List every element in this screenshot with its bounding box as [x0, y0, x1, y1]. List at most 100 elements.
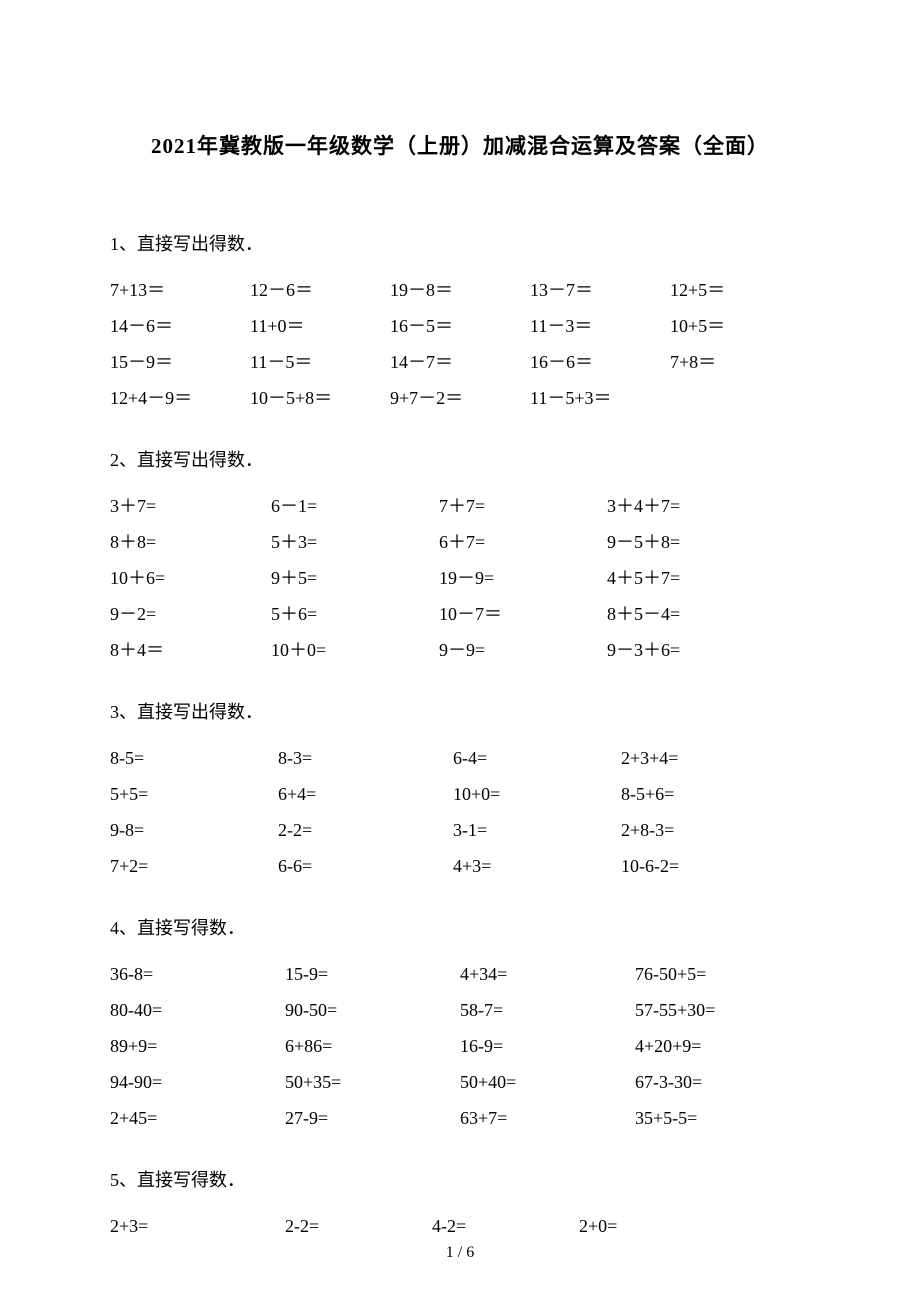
problem-cell: 6+4= — [278, 776, 453, 812]
problem-cell: 3-1= — [453, 812, 621, 848]
problem-cell: 5＋3= — [271, 524, 439, 560]
problem-cell — [670, 380, 810, 416]
problem-cell: 7+8＝ — [670, 344, 810, 380]
problem-cell: 10＋6= — [110, 560, 271, 596]
problem-cell: 9－9= — [439, 632, 607, 668]
problem-cell: 10－5+8＝ — [250, 380, 390, 416]
problem-cell: 6-4= — [453, 740, 621, 776]
problem-cell: 57-55+30= — [635, 992, 810, 1028]
problem-cell: 8-3= — [278, 740, 453, 776]
problem-cell: 11－5＝ — [250, 344, 390, 380]
problem-cell: 13－7＝ — [530, 272, 670, 308]
page: 2021年冀教版一年级数学（上册）加减混合运算及答案（全面） 1、直接写出得数．… — [0, 0, 920, 1302]
page-title: 2021年冀教版一年级数学（上册）加减混合运算及答案（全面） — [110, 130, 810, 160]
problem-cell: 2-2= — [278, 812, 453, 848]
section-label: 1、直接写出得数． — [110, 230, 810, 256]
problem-cell: 8-5+6= — [621, 776, 810, 812]
problem-cell: 11－3＝ — [530, 308, 670, 344]
problem-cell: 8-5= — [110, 740, 278, 776]
problem-cell: 10－7＝ — [439, 596, 607, 632]
problem-cell: 58-7= — [460, 992, 635, 1028]
problem-cell: 76-50+5= — [635, 956, 810, 992]
problem-cell: 12－6＝ — [250, 272, 390, 308]
problem-cell: 63+7= — [460, 1100, 635, 1136]
problem-cell: 36-8= — [110, 956, 285, 992]
problem-row: 14－6＝11+0＝16－5＝11－3＝10+5＝ — [110, 308, 810, 344]
page-footer: 1 / 6 — [0, 1244, 920, 1262]
problem-cell: 5＋6= — [271, 596, 439, 632]
problem-cell: 2+3+4= — [621, 740, 810, 776]
problem-cell: 19－9= — [439, 560, 607, 596]
problem-cell: 12+5＝ — [670, 272, 810, 308]
problem-row: 94-90=50+35=50+40=67-3-30= — [110, 1064, 810, 1100]
problem-cell: 14－6＝ — [110, 308, 250, 344]
problem-cell: 2+3= — [110, 1208, 285, 1244]
problem-cell: 4+34= — [460, 956, 635, 992]
problem-cell: 4＋5＋7= — [607, 560, 810, 596]
problem-cell: 67-3-30= — [635, 1064, 810, 1100]
problem-cell: 7+13＝ — [110, 272, 250, 308]
problem-cell: 3＋4＋7= — [607, 488, 810, 524]
problem-cell: 90-50= — [285, 992, 460, 1028]
problem-cell: 50+40= — [460, 1064, 635, 1100]
problem-cell: 80-40= — [110, 992, 285, 1028]
problem-cell: 27-9= — [285, 1100, 460, 1136]
problem-cell: 3＋7= — [110, 488, 271, 524]
problem-cell: 7+2= — [110, 848, 278, 884]
problem-cell: 9－5＋8= — [607, 524, 810, 560]
problem-cell: 4+20+9= — [635, 1028, 810, 1064]
problem-row: 15－9＝11－5＝14－7＝16－6＝7+8＝ — [110, 344, 810, 380]
problem-cell: 9＋5= — [271, 560, 439, 596]
problem-cell: 14－7＝ — [390, 344, 530, 380]
content-area: 1、直接写出得数．7+13＝12－6＝19－8＝13－7＝12+5＝14－6＝1… — [110, 230, 810, 1244]
problem-cell: 10＋0= — [271, 632, 439, 668]
problem-row: 10＋6=9＋5=19－9=4＋5＋7= — [110, 560, 810, 596]
problem-row: 2+3=2-2=4-2=2+0= — [110, 1208, 810, 1244]
problem-cell: 7＋7= — [439, 488, 607, 524]
problem-row: 8＋8=5＋3=6＋7=9－5＋8= — [110, 524, 810, 560]
problem-cell: 6+86= — [285, 1028, 460, 1064]
problem-cell: 19－8＝ — [390, 272, 530, 308]
problem-cell: 6＋7= — [439, 524, 607, 560]
problem-cell: 8＋4＝ — [110, 632, 271, 668]
problem-cell: 4-2= — [432, 1208, 579, 1244]
problem-cell: 2+45= — [110, 1100, 285, 1136]
problem-row: 5+5=6+4=10+0=8-5+6= — [110, 776, 810, 812]
problem-cell: 9-8= — [110, 812, 278, 848]
problem-row: 12+4－9＝10－5+8＝9+7－2＝11－5+3＝ — [110, 380, 810, 416]
section-label: 2、直接写出得数． — [110, 446, 810, 472]
problem-cell: 50+35= — [285, 1064, 460, 1100]
problem-row: 8＋4＝10＋0=9－9=9－3＋6= — [110, 632, 810, 668]
problem-row: 9-8=2-2=3-1=2+8-3= — [110, 812, 810, 848]
section-label: 5、直接写得数． — [110, 1166, 810, 1192]
problem-row: 2+45=27-9=63+7=35+5-5= — [110, 1100, 810, 1136]
problem-cell: 2-2= — [285, 1208, 432, 1244]
problem-row: 80-40=90-50=58-7=57-55+30= — [110, 992, 810, 1028]
problem-cell: 16－6＝ — [530, 344, 670, 380]
section-label: 4、直接写得数． — [110, 914, 810, 940]
problem-row: 3＋7=6－1=7＋7=3＋4＋7= — [110, 488, 810, 524]
problem-cell: 10+0= — [453, 776, 621, 812]
problem-cell: 6-6= — [278, 848, 453, 884]
problem-cell: 16－5＝ — [390, 308, 530, 344]
problem-cell: 35+5-5= — [635, 1100, 810, 1136]
problem-cell: 8＋5－4= — [607, 596, 810, 632]
problem-cell: 5+5= — [110, 776, 278, 812]
problem-cell: 12+4－9＝ — [110, 380, 250, 416]
problem-row: 8-5=8-3=6-4=2+3+4= — [110, 740, 810, 776]
problem-cell: 15-9= — [285, 956, 460, 992]
problem-cell: 10+5＝ — [670, 308, 810, 344]
problem-cell: 15－9＝ — [110, 344, 250, 380]
problem-row: 7+2=6-6=4+3=10-6-2= — [110, 848, 810, 884]
problem-cell: 94-90= — [110, 1064, 285, 1100]
problem-row: 36-8=15-9=4+34=76-50+5= — [110, 956, 810, 992]
section-label: 3、直接写出得数． — [110, 698, 810, 724]
problem-cell: 11+0＝ — [250, 308, 390, 344]
problem-cell: 2+8-3= — [621, 812, 810, 848]
problem-cell: 89+9= — [110, 1028, 285, 1064]
problem-row: 9－2=5＋6=10－7＝8＋5－4= — [110, 596, 810, 632]
problem-cell: 16-9= — [460, 1028, 635, 1064]
problem-cell: 4+3= — [453, 848, 621, 884]
problem-row: 7+13＝12－6＝19－8＝13－7＝12+5＝ — [110, 272, 810, 308]
problem-cell: 11－5+3＝ — [530, 380, 670, 416]
